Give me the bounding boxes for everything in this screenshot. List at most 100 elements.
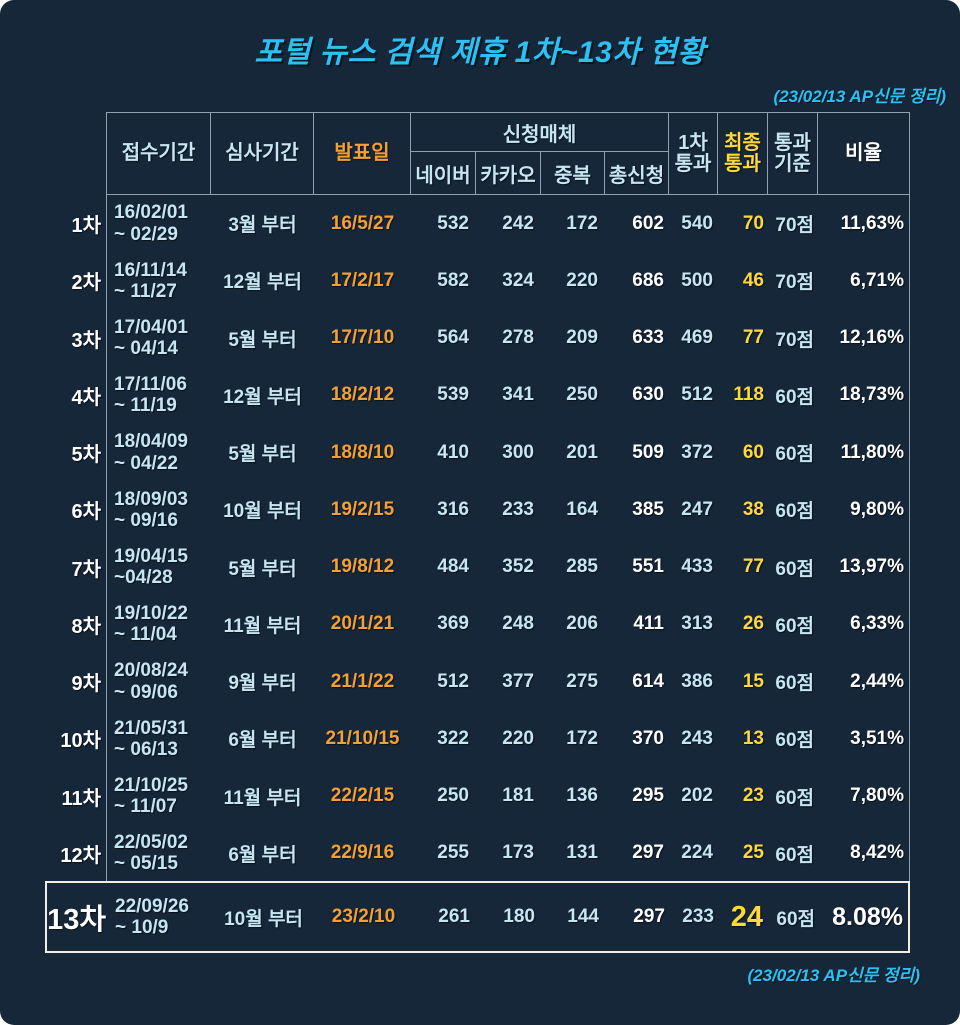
pass-criteria: 60점: [775, 844, 814, 866]
naver-count: 316: [437, 498, 469, 520]
announce-date: 22/2/15: [330, 785, 395, 807]
final-pass-count: 13: [742, 727, 764, 749]
final-pass-count: 25: [742, 842, 764, 864]
total-count: 509: [632, 441, 664, 463]
pass-ratio: 2,44%: [850, 670, 904, 692]
header-announce-date: 발표일: [314, 113, 411, 194]
overlap-count: 136: [566, 785, 598, 807]
review-period: 10월 부터: [223, 501, 302, 523]
review-period: 6월 부터: [228, 844, 297, 866]
review-period: 12월 부터: [223, 272, 302, 294]
row-label: 4차: [71, 386, 101, 409]
final-pass-count: 77: [742, 327, 764, 349]
naver-count: 512: [437, 670, 469, 692]
table-row: 18/04/09 ~ 04/22 5월 부터 18/8/10 410 300 201 509…: [107, 424, 909, 481]
review-period: 12월 부터: [223, 386, 302, 408]
naver-count: 261: [438, 906, 470, 927]
table-row: 16/11/14 ~ 11/27 12월 부터 17/2/17 582 324 220 68…: [107, 252, 909, 309]
kakao-count: 181: [502, 785, 534, 807]
first-pass-count: 500: [681, 269, 713, 291]
pass-ratio: 11,80%: [840, 441, 904, 463]
announce-date: 22/9/16: [330, 842, 395, 864]
row-label: 8차: [71, 615, 101, 638]
first-pass-count: 386: [681, 670, 713, 692]
pass-ratio: 8.08%: [832, 902, 903, 931]
table-row: 20/08/24 ~ 09/06 9월 부터 21/1/22 512 377 275 614…: [107, 653, 909, 710]
total-count: 551: [632, 556, 664, 578]
source-note-top: (23/02/13 AP신문 정리): [773, 87, 947, 106]
pass-ratio: 6,33%: [850, 613, 904, 635]
first-pass-count: 433: [681, 556, 713, 578]
review-period: 6월 부터: [228, 730, 297, 752]
review-period: 9월 부터: [228, 673, 297, 695]
pass-criteria: 70점: [775, 215, 814, 237]
header-overlap: 중복: [541, 152, 605, 194]
review-period: 3월 부터: [228, 215, 297, 237]
header-reception-period: 접수기간: [107, 113, 211, 194]
first-pass-count: 512: [681, 384, 713, 406]
overlap-count: 209: [566, 327, 598, 349]
first-pass-count: 313: [681, 613, 713, 635]
row-label: 1차: [71, 215, 101, 238]
reception-period: 19/10/22 ~ 11/04: [114, 603, 188, 646]
overlap-count: 220: [566, 269, 598, 291]
overlap-count: 144: [567, 906, 599, 927]
pass-ratio: 18,73%: [839, 384, 904, 406]
announce-date: 19/8/12: [330, 556, 395, 578]
first-pass-count: 540: [681, 212, 713, 234]
overlap-count: 250: [566, 384, 598, 406]
header-ratio: 비율: [845, 142, 882, 164]
source-note-bottom: (23/02/13 AP신문 정리): [747, 966, 921, 985]
header-pass-criteria: 통과 기준: [768, 113, 818, 194]
header-total-applied: 총신청: [608, 164, 665, 187]
final-pass-count: 70: [742, 212, 764, 234]
row-label: 11차: [61, 787, 101, 810]
naver-count: 322: [437, 727, 469, 749]
row-label: 9차: [71, 673, 101, 696]
overlap-count: 285: [566, 556, 598, 578]
first-pass-count: 202: [681, 785, 713, 807]
row-label: 10차: [60, 730, 101, 753]
total-count: 614: [632, 670, 664, 692]
overlap-count: 172: [566, 727, 598, 749]
announce-date: 18/2/12: [330, 384, 395, 406]
row-13-highlight: 13차 22/09/26 ~ 10/9 10월 부터 23/2/10 261 180 144…: [45, 881, 910, 953]
kakao-count: 377: [502, 670, 534, 692]
reception-period: 16/02/01 ~ 02/29: [114, 202, 188, 245]
kakao-count: 341: [502, 384, 534, 406]
kakao-count: 173: [502, 842, 534, 864]
overlap-count: 201: [566, 441, 598, 463]
pass-criteria: 60점: [775, 615, 814, 637]
pass-ratio: 7,80%: [850, 785, 904, 807]
overlap-count: 206: [566, 613, 598, 635]
total-count: 411: [633, 613, 664, 635]
final-pass-count: 118: [733, 384, 764, 406]
table-row: 16/02/01 ~ 02/29 3월 부터 16/5/27 532 242 172 602…: [107, 195, 909, 252]
reception-period: 18/09/03 ~ 09/16: [114, 488, 188, 531]
row-label: 2차: [71, 272, 101, 295]
table-row: 21/10/25 ~ 11/07 11월 부터 22/2/15 250 181 136 29…: [107, 768, 909, 825]
naver-count: 539: [437, 384, 469, 406]
reception-period: 21/05/31 ~ 06/13: [114, 717, 188, 760]
total-count: 633: [632, 327, 664, 349]
final-pass-count: 60: [742, 441, 764, 463]
kakao-count: 220: [502, 727, 534, 749]
reception-period: 22/09/26 ~ 10/9: [115, 895, 189, 938]
announce-date: 16/5/27: [330, 212, 395, 234]
table-row: 19/10/22 ~ 11/04 11월 부터 20/1/21 369 248 206 41…: [107, 596, 909, 653]
kakao-count: 248: [502, 613, 534, 635]
naver-count: 410: [437, 441, 469, 463]
total-count: 297: [632, 842, 664, 864]
total-count: 385: [632, 498, 664, 520]
pass-criteria: 60점: [775, 730, 814, 752]
row-label: 6차: [71, 501, 101, 524]
header-final-pass: 최종 통과: [718, 113, 768, 194]
final-pass-count: 24: [730, 900, 763, 933]
table-row: 19/04/15 ~04/28 5월 부터 19/8/12 484 352 285 551 4…: [107, 539, 909, 596]
first-pass-count: 247: [681, 498, 713, 520]
pass-criteria: 60점: [775, 386, 814, 408]
reception-period: 16/11/14 ~ 11/27: [114, 259, 187, 302]
naver-count: 255: [437, 842, 469, 864]
total-count: 630: [632, 384, 664, 406]
